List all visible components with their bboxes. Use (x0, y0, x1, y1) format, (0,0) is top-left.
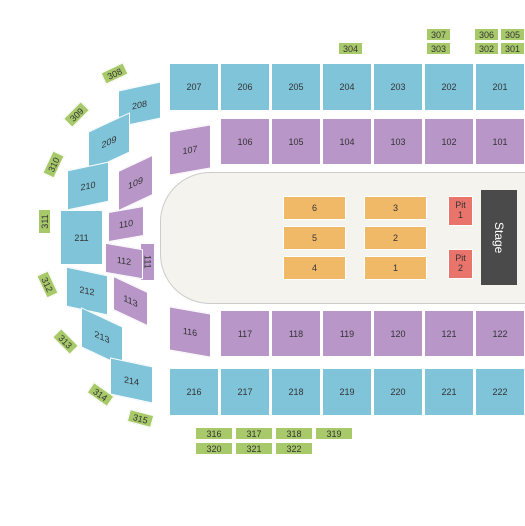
section-107[interactable]: 107 (169, 124, 211, 175)
section-301[interactable]: 301 (500, 42, 525, 55)
section-222[interactable]: 222 (475, 368, 525, 416)
section-120[interactable]: 120 (373, 310, 423, 357)
section-307[interactable]: 307 (426, 28, 451, 41)
pit-number: 2 (458, 264, 463, 274)
section-1[interactable]: 1 (364, 256, 427, 280)
stage-label: Stage (492, 222, 506, 253)
section-306[interactable]: 306 (474, 28, 499, 41)
section-2[interactable]: 2 (364, 226, 427, 250)
section-219[interactable]: 219 (322, 368, 372, 416)
section-104[interactable]: 104 (322, 118, 372, 165)
section-322[interactable]: 322 (275, 442, 313, 455)
section-213[interactable]: 213 (81, 307, 123, 367)
section-321[interactable]: 321 (235, 442, 273, 455)
section-210[interactable]: 210 (67, 162, 109, 211)
section-302[interactable]: 302 (474, 42, 499, 55)
section-310[interactable]: 310 (42, 150, 64, 178)
section-318[interactable]: 318 (275, 427, 313, 440)
section-119[interactable]: 119 (322, 310, 372, 357)
section-110[interactable]: 110 (108, 206, 144, 242)
pit-number: 1 (458, 211, 463, 221)
section-206[interactable]: 206 (220, 63, 270, 111)
section-103[interactable]: 103 (373, 118, 423, 165)
section-305[interactable]: 305 (500, 28, 525, 41)
section-221[interactable]: 221 (424, 368, 474, 416)
section-220[interactable]: 220 (373, 368, 423, 416)
stage: Stage (481, 190, 517, 285)
section-303[interactable]: 303 (426, 42, 451, 55)
section-116[interactable]: 116 (169, 306, 211, 357)
section-201[interactable]: 201 (475, 63, 525, 111)
section-211[interactable]: 211 (60, 210, 103, 265)
section-121[interactable]: 121 (424, 310, 474, 357)
section-101[interactable]: 101 (475, 118, 525, 165)
section-308[interactable]: 308 (100, 62, 128, 84)
section-106[interactable]: 106 (220, 118, 270, 165)
section-204[interactable]: 204 (322, 63, 372, 111)
section-214[interactable]: 214 (110, 357, 153, 403)
section-319[interactable]: 319 (315, 427, 353, 440)
section-6[interactable]: 6 (283, 196, 346, 220)
section-316[interactable]: 316 (195, 427, 233, 440)
section-105[interactable]: 105 (271, 118, 321, 165)
pit-2[interactable]: Pit2 (448, 249, 473, 279)
section-315[interactable]: 315 (127, 409, 155, 428)
section-203[interactable]: 203 (373, 63, 423, 111)
pit-1[interactable]: Pit1 (448, 196, 473, 226)
section-209[interactable]: 209 (88, 112, 130, 172)
section-122[interactable]: 122 (475, 310, 525, 357)
section-207[interactable]: 207 (169, 63, 219, 111)
section-109[interactable]: 109 (118, 155, 153, 211)
section-205[interactable]: 205 (271, 63, 321, 111)
section-311[interactable]: 311 (38, 209, 51, 234)
section-112[interactable]: 112 (105, 243, 143, 280)
section-5[interactable]: 5 (283, 226, 346, 250)
section-118[interactable]: 118 (271, 310, 321, 357)
section-218[interactable]: 218 (271, 368, 321, 416)
section-304[interactable]: 304 (338, 42, 363, 55)
section-113[interactable]: 113 (113, 276, 148, 326)
section-3[interactable]: 3 (364, 196, 427, 220)
section-202[interactable]: 202 (424, 63, 474, 111)
section-216[interactable]: 216 (169, 368, 219, 416)
section-4[interactable]: 4 (283, 256, 346, 280)
seating-chart: 3013023033043053063073083093103113123133… (10, 10, 525, 516)
section-320[interactable]: 320 (195, 442, 233, 455)
section-313[interactable]: 313 (52, 328, 79, 355)
section-212[interactable]: 212 (66, 267, 108, 316)
section-312[interactable]: 312 (36, 270, 58, 298)
section-117[interactable]: 117 (220, 310, 270, 357)
section-102[interactable]: 102 (424, 118, 474, 165)
section-317[interactable]: 317 (235, 427, 273, 440)
section-309[interactable]: 309 (63, 101, 90, 128)
section-217[interactable]: 217 (220, 368, 270, 416)
